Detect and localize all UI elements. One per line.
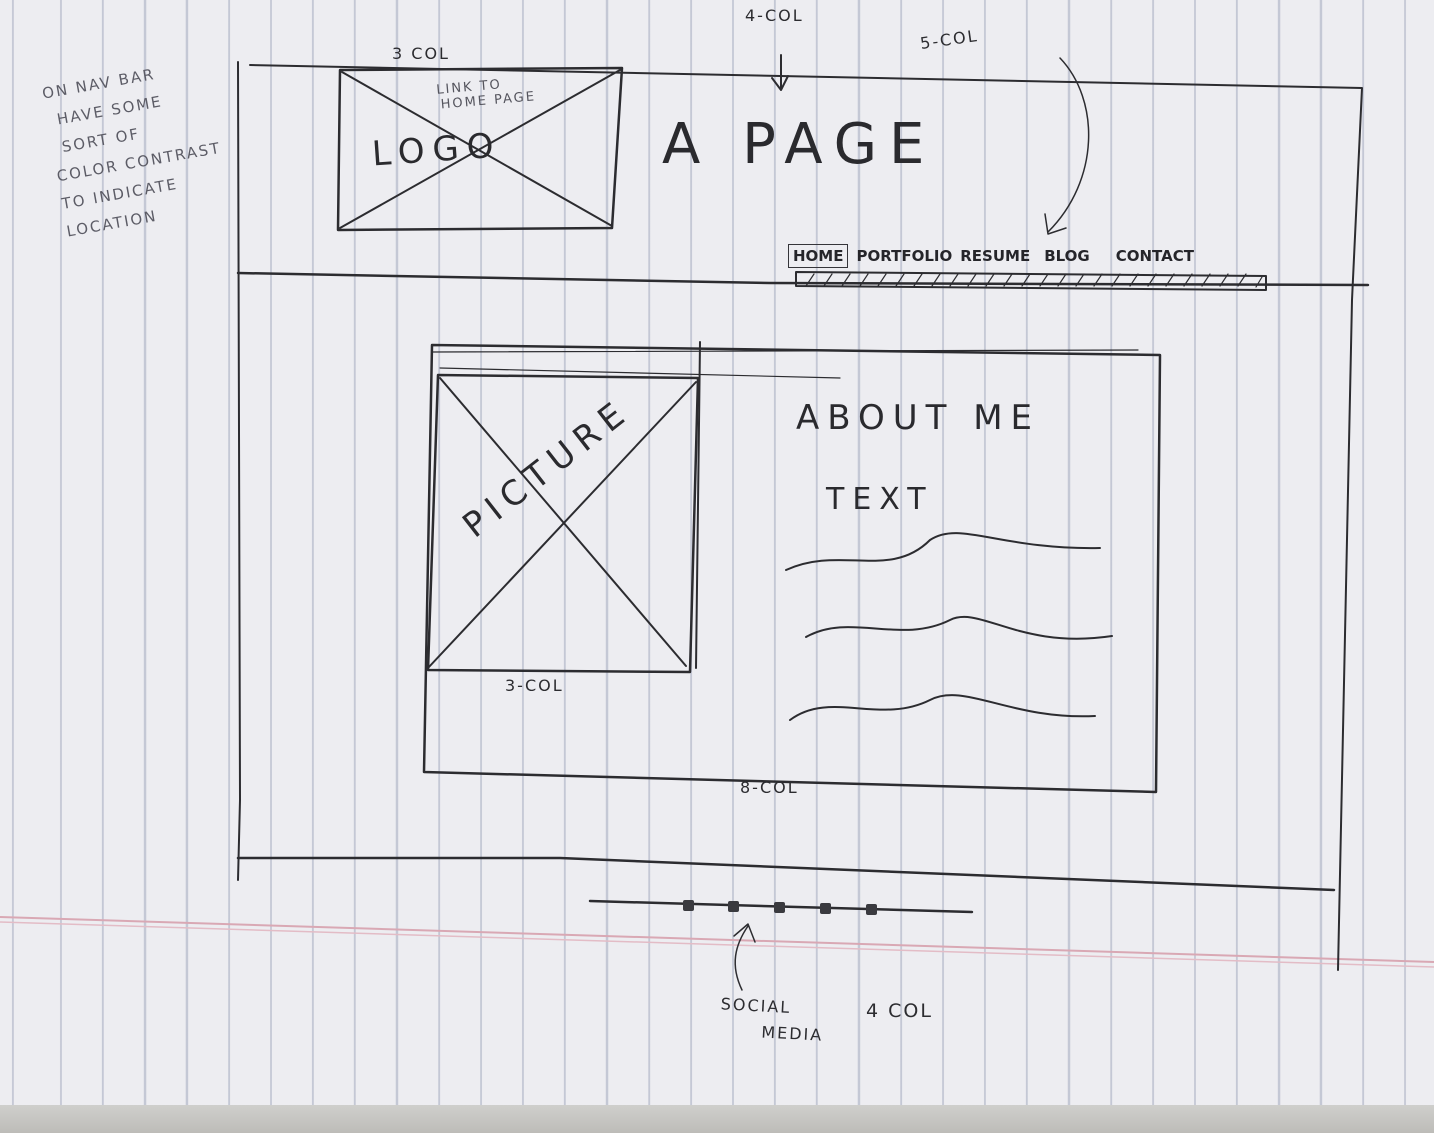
text-line-1 [785,532,1101,571]
nav-item-blog[interactable]: BLOG [1044,247,1090,265]
social-cols-annotation: 4 COL [866,1000,933,1022]
picture-box-cross [427,377,697,669]
social-icon-5[interactable] [866,904,877,915]
nav-cols-arrow [1044,57,1090,235]
text-line-2 [805,615,1113,640]
content-box [422,343,1162,794]
content-box-divider [695,341,701,669]
social-icon-1[interactable] [683,900,694,911]
about-heading: ABOUT ME [796,398,1041,438]
title-cols-annotation: 4-COL [745,6,804,25]
nav-item-resume[interactable]: RESUME [960,247,1031,265]
social-icon-2[interactable] [728,901,739,912]
content-box-top [431,349,1139,379]
nav-item-contact[interactable]: CONTACT [1115,247,1194,265]
social-label-line: MEDIA [760,1022,824,1045]
desk-surface [0,1105,1434,1133]
logo-box-cross [339,69,621,229]
nav-bar: HOME PORTFOLIO RESUME BLOG CONTACT [788,244,1194,268]
logo-box [336,66,624,232]
content-cols-annotation: 8-COL [740,778,799,797]
title-cols-arrow [771,54,789,91]
picture-box [426,373,700,674]
social-icon-4[interactable] [820,903,831,914]
header-divider [236,271,1370,287]
nav-item-portfolio[interactable]: PORTFOLIO [856,247,953,265]
nav-hatch-bar [795,271,1267,291]
paper-margin-line-2 [0,921,1434,968]
social-label: SOCIAL MEDIA [719,991,825,1048]
social-icon-3[interactable] [774,902,785,913]
social-arrow [733,923,756,991]
side-note: ON NAV BAR HAVE SOME SORT OF COLOR CONTR… [40,51,233,245]
nav-item-home[interactable]: HOME [788,244,849,268]
footer-divider [236,856,1336,892]
about-text-label: TEXT [826,482,934,517]
notebook-paper: ON NAV BAR HAVE SOME SORT OF COLOR CONTR… [0,0,1434,1110]
logo-cols-annotation: 3 COL [392,44,450,63]
wireframe-sketch [0,54,1434,991]
text-line-3 [789,694,1096,721]
picture-cols-annotation: 3-COL [505,676,564,695]
nav-hatch-lines [805,273,1263,288]
paper-margin-line [0,916,1434,963]
page-frame [237,61,1363,971]
social-label-line: SOCIAL [720,994,792,1017]
site-title: A PAGE [662,112,937,177]
